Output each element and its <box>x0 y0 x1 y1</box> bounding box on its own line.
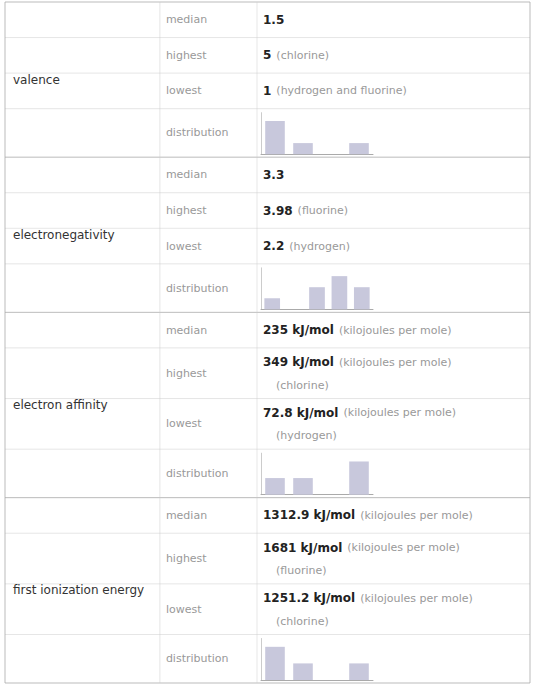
svg-text:(kilojoules per mole): (kilojoules per mole) <box>339 324 452 337</box>
svg-text:(chlorine): (chlorine) <box>276 379 329 392</box>
svg-text:3.3: 3.3 <box>263 168 284 182</box>
svg-text:72.8 kJ/mol: 72.8 kJ/mol <box>263 406 338 420</box>
svg-text:median: median <box>166 324 207 337</box>
svg-text:3.98: 3.98 <box>263 204 293 218</box>
svg-text:valence: valence <box>13 73 60 87</box>
svg-text:1.5: 1.5 <box>263 13 284 27</box>
svg-text:lowest: lowest <box>166 84 202 97</box>
svg-text:highest: highest <box>166 367 207 380</box>
svg-text:2.2: 2.2 <box>263 239 284 253</box>
svg-text:1251.2 kJ/mol: 1251.2 kJ/mol <box>263 591 355 605</box>
svg-text:(hydrogen and fluorine): (hydrogen and fluorine) <box>276 84 406 97</box>
svg-text:5: 5 <box>263 48 271 62</box>
svg-text:median: median <box>166 13 207 26</box>
svg-text:highest: highest <box>166 552 207 565</box>
svg-text:lowest: lowest <box>166 603 202 616</box>
svg-text:distribution: distribution <box>166 282 229 295</box>
svg-text:235 kJ/mol: 235 kJ/mol <box>263 323 334 337</box>
svg-text:lowest: lowest <box>166 417 202 430</box>
svg-text:(kilojoules per mole): (kilojoules per mole) <box>360 592 473 605</box>
svg-text:highest: highest <box>166 204 207 217</box>
svg-text:distribution: distribution <box>166 126 229 139</box>
svg-text:(kilojoules per mole): (kilojoules per mole) <box>343 406 456 419</box>
svg-text:lowest: lowest <box>166 240 202 253</box>
svg-text:highest: highest <box>166 49 207 62</box>
svg-text:1: 1 <box>263 84 271 98</box>
svg-text:(fluorine): (fluorine) <box>298 204 349 217</box>
svg-text:349 kJ/mol: 349 kJ/mol <box>263 355 334 369</box>
svg-text:(kilojoules per mole): (kilojoules per mole) <box>360 509 473 522</box>
svg-text:(chlorine): (chlorine) <box>276 49 329 62</box>
svg-text:(fluorine): (fluorine) <box>276 564 327 577</box>
svg-text:1312.9 kJ/mol: 1312.9 kJ/mol <box>263 508 355 522</box>
svg-text:median: median <box>166 168 207 181</box>
svg-text:distribution: distribution <box>166 652 229 665</box>
svg-text:(hydrogen): (hydrogen) <box>276 429 337 442</box>
svg-text:electronegativity: electronegativity <box>13 228 115 242</box>
svg-text:electron affinity: electron affinity <box>13 398 108 412</box>
svg-text:median: median <box>166 509 207 522</box>
svg-text:(kilojoules per mole): (kilojoules per mole) <box>347 541 460 554</box>
svg-text:(chlorine): (chlorine) <box>276 615 329 628</box>
svg-text:1681 kJ/mol: 1681 kJ/mol <box>263 541 342 555</box>
svg-text:(kilojoules per mole): (kilojoules per mole) <box>339 356 452 369</box>
svg-text:distribution: distribution <box>166 467 229 480</box>
svg-text:first ionization energy: first ionization energy <box>13 583 144 597</box>
svg-text:(hydrogen): (hydrogen) <box>289 240 350 253</box>
